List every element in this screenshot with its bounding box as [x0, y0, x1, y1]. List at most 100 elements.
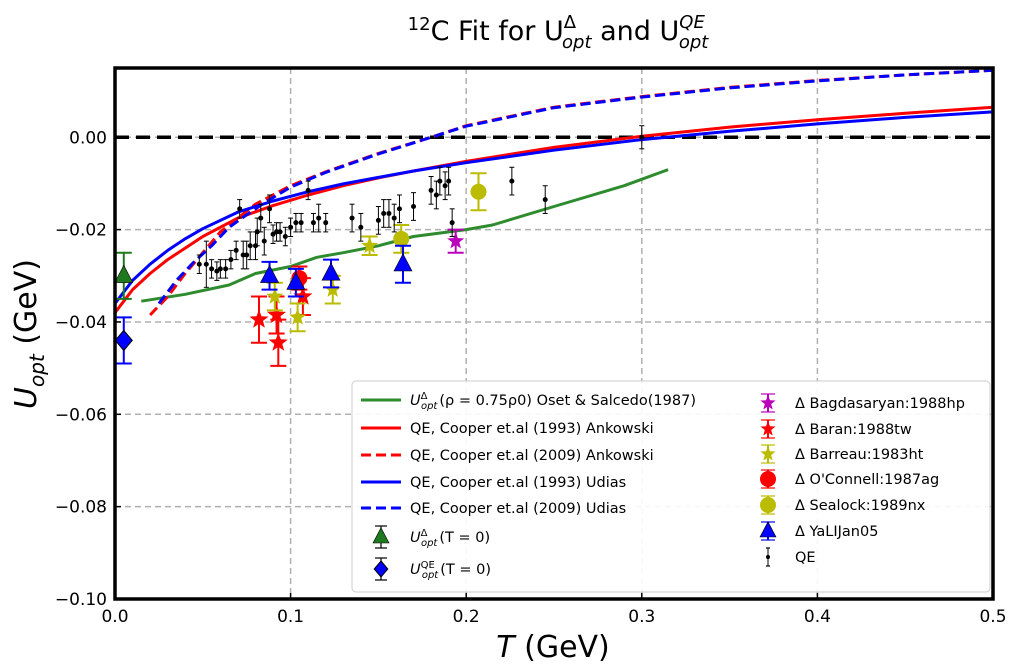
title-sub-opt-1: opt — [562, 32, 592, 53]
y-tick-label: −0.04 — [55, 313, 107, 333]
point-qe — [223, 266, 229, 272]
y-tick-label: −0.06 — [55, 405, 107, 425]
point-qe — [349, 215, 355, 221]
point-qe — [449, 220, 455, 226]
legend: UΔ opt (ρ = 0.75ρ0) Oset & Salcedo(1987) QE… — [351, 380, 991, 593]
legend-entry-label: Δ O'Connell:1987ag — [795, 472, 939, 488]
point-qe — [386, 210, 392, 216]
point-baran — [267, 305, 287, 324]
x-axis-title-main: T — [496, 630, 517, 665]
point-barreau — [289, 308, 307, 325]
point-qe — [240, 252, 246, 258]
point-yalijan — [393, 253, 413, 272]
legend-entry: UΔ opt (T = 0) — [372, 525, 490, 549]
title-part-1: C Fit for U — [431, 16, 564, 47]
legend-entry-label: Δ Baran:1988tw — [795, 422, 912, 438]
y-tick-label: −0.02 — [55, 221, 107, 241]
x-tick-label: 0.5 — [979, 607, 1006, 627]
legend-entry: QE, Cooper et.al (2009) Udias — [361, 501, 626, 517]
plot-frame — [113, 66, 995, 601]
point-qe — [542, 197, 548, 203]
series-line-cooper09-udi — [157, 68, 993, 305]
point-barreau — [266, 287, 284, 304]
point-yalijan — [321, 262, 341, 281]
x-tick-label: 0.4 — [804, 607, 831, 627]
legend-entry: QE — [766, 547, 816, 567]
legend-entry: Δ O'Connell:1987ag — [760, 469, 939, 489]
svg-text:T (GeV): T (GeV) — [496, 630, 610, 665]
point-qe — [509, 178, 515, 184]
point-qe — [237, 206, 243, 212]
y-axis-title-unit: (GeV) — [9, 259, 44, 354]
legend-entry-label: QE, Cooper et.al (2009) Ankowski — [410, 448, 654, 464]
legend-entry-label: QE, Cooper et.al (1993) Ankowski — [410, 421, 654, 437]
legend-entry: Δ Barreau:1983ht — [760, 444, 924, 464]
point-qe — [358, 224, 364, 230]
series-line-cooper93-ank — [115, 105, 993, 314]
series-line-cooper93-udi — [115, 110, 993, 305]
point-qe — [209, 266, 215, 272]
axes-frame — [113, 66, 995, 601]
legend-entry: QE, Cooper et.al (1993) Udias — [361, 475, 626, 491]
legend-swatch-qe — [766, 555, 770, 559]
point-qe — [310, 220, 316, 226]
legend-entry: QE, Cooper et.al (1993) Ankowski — [361, 421, 654, 437]
legend-swatch-t0-delta — [372, 527, 390, 544]
point-qe — [282, 234, 288, 240]
legend-swatch-barreau — [760, 446, 776, 461]
x-axis-title-unit: (GeV) — [515, 630, 610, 665]
point-qe — [639, 134, 645, 140]
svg-text:Uopt (GeV): Uopt (GeV) — [9, 259, 49, 409]
point-qe — [203, 261, 209, 267]
point-qe — [228, 257, 234, 263]
series-line-oset — [141, 168, 669, 303]
legend-swatch-oconnell — [760, 471, 776, 487]
x-tick-label: 0.1 — [277, 607, 304, 627]
point-qe — [244, 252, 250, 258]
point-qe — [323, 220, 329, 226]
chart-title: 12C Fit for UΔ opt and UQE opt — [408, 12, 710, 53]
point-qe — [288, 224, 294, 230]
point-t0-delta — [114, 264, 134, 283]
x-tick-label: 0.3 — [628, 607, 655, 627]
title-sup-qe: QE — [679, 12, 705, 33]
legend-swatch-t0-qe — [373, 560, 389, 578]
point-qe — [316, 215, 322, 221]
point-qe — [442, 183, 448, 189]
point-qe — [391, 215, 397, 221]
point-qe — [277, 229, 283, 235]
point-sealock — [470, 183, 487, 200]
point-qe — [428, 187, 434, 193]
point-qe — [411, 204, 417, 210]
point-baran — [268, 332, 288, 351]
y-axis-title-sub: opt — [25, 353, 49, 387]
point-baran — [249, 309, 269, 328]
point-t0-qe — [114, 329, 133, 352]
point-qe — [396, 206, 402, 212]
legend-entry: Δ YaLIJan05 — [759, 521, 878, 541]
point-qe — [247, 243, 253, 249]
point-yalijan — [286, 271, 306, 290]
legend-entry: Δ Sealock:1989nx — [760, 495, 926, 515]
x-tick-label: 0.0 — [101, 607, 128, 627]
legend-swatch-yalijan — [759, 521, 777, 538]
legend-swatch-bagdasaryan — [760, 395, 776, 410]
plot-lines — [115, 68, 993, 317]
point-bagdasaryan — [447, 232, 465, 249]
x-tick-label: 0.2 — [453, 607, 480, 627]
point-qe — [274, 229, 280, 235]
legend-entry-label: Δ Barreau:1983ht — [795, 447, 924, 463]
legend-entry: QE, Cooper et.al (2009) Ankowski — [361, 448, 654, 464]
y-tick-label: −0.08 — [55, 498, 107, 518]
legend-entry-label: UΔ opt (T = 0) — [410, 528, 490, 549]
title-sub-opt-2: opt — [679, 32, 709, 53]
point-qe — [437, 178, 443, 184]
legend-entry: UΔ opt (ρ = 0.75ρ0) Oset & Salcedo(1987) — [361, 391, 696, 412]
point-barreau — [324, 280, 342, 297]
point-qe — [261, 238, 267, 244]
point-qe — [254, 229, 260, 235]
point-yalijan — [260, 264, 280, 283]
title-part-2: and U — [592, 16, 680, 47]
